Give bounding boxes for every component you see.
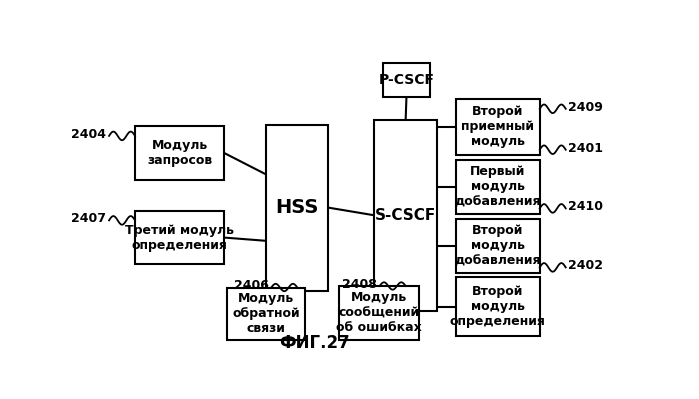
- Bar: [375, 120, 437, 310]
- Bar: [456, 99, 540, 155]
- Bar: [339, 286, 419, 340]
- Bar: [456, 219, 540, 273]
- Bar: [456, 277, 540, 336]
- Bar: [382, 63, 431, 97]
- Text: 2407: 2407: [71, 212, 106, 225]
- Bar: [135, 126, 224, 180]
- Bar: [456, 160, 540, 214]
- Text: 2410: 2410: [568, 200, 603, 213]
- Text: Второй
модуль
добавления: Второй модуль добавления: [454, 224, 541, 267]
- Text: HSS: HSS: [275, 198, 319, 217]
- Text: 2404: 2404: [71, 128, 106, 141]
- Text: Второй
приемный
модуль: Второй приемный модуль: [461, 105, 534, 148]
- Text: ФИГ.27: ФИГ.27: [280, 334, 350, 352]
- Text: P-CSCF: P-CSCF: [378, 73, 435, 87]
- Text: Модуль
сообщений
об ошибках: Модуль сообщений об ошибках: [336, 291, 421, 334]
- Text: 2408: 2408: [342, 278, 377, 291]
- Text: Второй
модуль
определения: Второй модуль определения: [449, 285, 546, 328]
- Text: Первый
модуль
добавления: Первый модуль добавления: [454, 166, 541, 208]
- Text: S-CSCF: S-CSCF: [375, 208, 436, 223]
- Text: Модуль
запросов: Модуль запросов: [147, 139, 212, 167]
- Text: 2402: 2402: [568, 259, 603, 273]
- Text: 2409: 2409: [568, 101, 603, 114]
- Bar: [226, 288, 305, 340]
- Bar: [266, 124, 329, 290]
- Text: Третий модуль
определения: Третий модуль определения: [125, 223, 234, 252]
- Text: Модуль
обратной
связи: Модуль обратной связи: [232, 292, 300, 335]
- Text: 2401: 2401: [568, 142, 603, 155]
- Text: 2406: 2406: [233, 279, 268, 292]
- Bar: [135, 211, 224, 265]
